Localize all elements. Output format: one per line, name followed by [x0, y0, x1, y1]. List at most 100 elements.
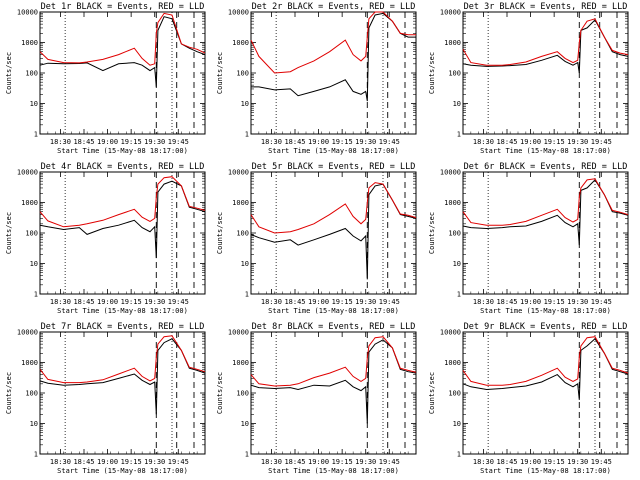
y-tick-label: 10000	[17, 9, 38, 17]
series-lld-line	[39, 12, 206, 66]
y-axis-label: Counts/sec	[5, 372, 13, 414]
y-tick-label: 100	[236, 70, 249, 78]
x-axis-label: Start Time (15-May-08 18:17:00)	[480, 307, 611, 315]
panel-1: Det 1r BLACK = Events, RED = LLD 1 10 100 10…	[5, 2, 206, 155]
x-tick-label: 19:15	[332, 138, 353, 146]
x-tick-label: 19:45	[591, 298, 612, 306]
y-tick-label: 10	[241, 420, 249, 428]
y-tick-label: 1	[34, 131, 38, 139]
panel-title: Det 8r BLACK = Events, RED = LLD	[252, 322, 416, 332]
panel-2: Det 2r BLACK = Events, RED = LLD 1 10 100 10…	[216, 2, 417, 155]
x-tick-label: 18:45	[284, 138, 305, 146]
x-tick-label: 18:30	[50, 458, 71, 466]
y-tick-label: 10	[241, 260, 249, 268]
y-tick-label: 10	[30, 260, 38, 268]
panel-title: Det 2r BLACK = Events, RED = LLD	[252, 2, 416, 12]
x-tick-label: 19:15	[544, 458, 565, 466]
y-tick-label: 1	[34, 451, 38, 459]
y-tick-label: 100	[25, 70, 38, 78]
panel-title: Det 4r BLACK = Events, RED = LLD	[41, 162, 205, 172]
panel-title: Det 6r BLACK = Events, RED = LLD	[464, 162, 628, 172]
x-tick-label: 18:30	[473, 138, 494, 146]
x-tick-label: 18:30	[473, 298, 494, 306]
y-tick-label: 1	[34, 291, 38, 299]
y-axis-label: Counts/sec	[216, 212, 224, 254]
x-tick-label: 19:00	[97, 298, 118, 306]
x-tick-label: 19:15	[121, 458, 142, 466]
y-tick-label: 10	[241, 100, 249, 108]
x-tick-label: 19:45	[168, 138, 189, 146]
y-tick-label: 1000	[444, 359, 461, 367]
x-tick-label: 18:45	[284, 458, 305, 466]
x-tick-label: 19:15	[544, 298, 565, 306]
x-tick-label: 19:30	[355, 298, 376, 306]
x-tick-label: 19:15	[332, 298, 353, 306]
panel-title: Det 9r BLACK = Events, RED = LLD	[464, 322, 628, 332]
panel-8: Det 8r BLACK = Events, RED = LLD 1 10 100 10…	[216, 322, 417, 475]
x-axis-label: Start Time (15-May-08 18:17:00)	[268, 147, 399, 155]
y-tick-label: 1	[245, 131, 249, 139]
x-axis-label: Start Time (15-May-08 18:17:00)	[57, 147, 188, 155]
panel-9: Det 9r BLACK = Events, RED = LLD 1 10 100 10…	[428, 322, 629, 475]
x-tick-label: 19:00	[308, 138, 329, 146]
y-tick-label: 10000	[440, 329, 461, 337]
panel-5: Det 5r BLACK = Events, RED = LLD 1 10 100 10…	[216, 162, 417, 315]
y-tick-label: 100	[448, 390, 461, 398]
x-tick-label: 19:30	[144, 298, 165, 306]
x-tick-label: 19:00	[520, 298, 541, 306]
series-lld-line	[250, 182, 417, 234]
x-tick-label: 18:45	[73, 458, 94, 466]
x-axis-label: Start Time (15-May-08 18:17:00)	[268, 467, 399, 475]
x-axis-label: Start Time (15-May-08 18:17:00)	[480, 147, 611, 155]
y-tick-label: 1000	[232, 199, 249, 207]
panel-title: Det 5r BLACK = Events, RED = LLD	[252, 162, 416, 172]
y-axis-label: Counts/sec	[428, 212, 436, 254]
y-tick-label: 10000	[440, 9, 461, 17]
x-tick-label: 19:15	[332, 458, 353, 466]
y-tick-label: 1	[245, 291, 249, 299]
panel-7: Det 7r BLACK = Events, RED = LLD 1 10 100 10…	[5, 322, 206, 475]
series-lld-line	[462, 336, 629, 386]
x-tick-label: 19:30	[355, 138, 376, 146]
x-tick-label: 18:45	[496, 298, 517, 306]
y-tick-label: 1	[457, 451, 461, 459]
y-axis-label: Counts/sec	[216, 372, 224, 414]
x-tick-label: 18:30	[261, 458, 282, 466]
x-tick-label: 18:45	[73, 138, 94, 146]
y-tick-label: 1000	[444, 199, 461, 207]
x-tick-label: 19:45	[379, 298, 400, 306]
x-tick-label: 19:00	[97, 138, 118, 146]
y-tick-label: 10000	[17, 329, 38, 337]
x-tick-label: 19:45	[168, 458, 189, 466]
x-tick-label: 19:15	[544, 138, 565, 146]
x-tick-label: 19:00	[520, 138, 541, 146]
y-tick-label: 100	[25, 390, 38, 398]
x-tick-label: 19:45	[591, 458, 612, 466]
y-tick-label: 100	[448, 70, 461, 78]
y-tick-label: 10	[453, 420, 461, 428]
y-tick-label: 100	[236, 390, 249, 398]
y-tick-label: 1000	[21, 199, 38, 207]
y-axis-label: Counts/sec	[428, 52, 436, 94]
x-axis-label: Start Time (15-May-08 18:17:00)	[57, 467, 188, 475]
x-tick-label: 18:45	[496, 138, 517, 146]
x-tick-label: 19:30	[567, 298, 588, 306]
panel-title: Det 3r BLACK = Events, RED = LLD	[464, 2, 628, 12]
y-tick-label: 1	[457, 131, 461, 139]
series-lld-line	[39, 176, 206, 228]
x-tick-label: 19:45	[168, 298, 189, 306]
y-tick-label: 10000	[17, 169, 38, 177]
x-tick-label: 18:45	[284, 298, 305, 306]
panel-title: Det 7r BLACK = Events, RED = LLD	[41, 322, 205, 332]
x-axis-label: Start Time (15-May-08 18:17:00)	[57, 307, 188, 315]
x-tick-label: 19:00	[97, 458, 118, 466]
y-tick-label: 100	[448, 230, 461, 238]
y-tick-label: 1000	[21, 359, 38, 367]
y-tick-label: 1	[457, 291, 461, 299]
series-lld-line	[39, 335, 206, 384]
x-tick-label: 18:30	[473, 458, 494, 466]
panel-6: Det 6r BLACK = Events, RED = LLD 1 10 100 10…	[428, 162, 629, 315]
x-tick-label: 18:45	[496, 458, 517, 466]
y-tick-label: 10000	[228, 329, 249, 337]
